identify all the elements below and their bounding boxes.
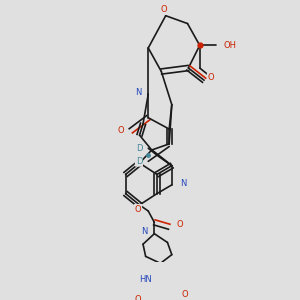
Text: HN: HN — [139, 274, 152, 284]
Text: D: D — [136, 157, 142, 166]
Text: N: N — [135, 88, 141, 97]
Text: O: O — [208, 73, 214, 82]
Text: D: D — [136, 144, 142, 153]
Text: O: O — [135, 205, 141, 214]
Text: O: O — [176, 220, 183, 230]
Text: N: N — [180, 178, 186, 188]
Text: N: N — [141, 227, 147, 236]
Text: O: O — [182, 290, 188, 299]
Text: O: O — [135, 296, 141, 300]
Text: OH: OH — [223, 41, 236, 50]
Text: O: O — [117, 126, 124, 135]
Text: O: O — [160, 5, 167, 14]
